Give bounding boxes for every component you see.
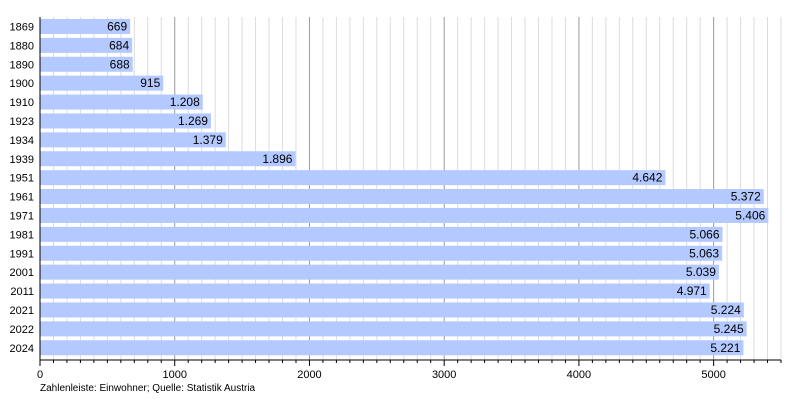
bar-1981: [40, 226, 723, 242]
bar-value-label-1890: 688: [110, 57, 130, 71]
bar-1951: [40, 170, 666, 186]
bar-value-label-1939: 1.896: [262, 152, 292, 166]
x-tick-label-5000: 5000: [701, 369, 725, 381]
x-axis: 0 1000 2000 3000 4000 5000: [37, 17, 782, 381]
bar-1890: [40, 56, 133, 72]
category-label-2021: 2021: [10, 305, 34, 317]
category-label-1971: 1971: [10, 210, 34, 222]
category-labels: 1869 1880 1890 1900 1910 1923 1934 1939 1951 1961…: [10, 21, 34, 354]
bar-value-label-1991: 5.063: [689, 246, 719, 260]
bar-value-label-1951: 4.642: [632, 171, 662, 185]
x-tick-label-0: 0: [37, 369, 43, 381]
bar-value-label-1971: 5.406: [735, 208, 765, 222]
category-label-1880: 1880: [10, 40, 34, 52]
bar-value-label-1981: 5.066: [689, 227, 719, 241]
bars: 669 684 688 915 1.208 1.269 1.379 1.896 4.642 5.3…: [40, 18, 769, 356]
category-label-1923: 1923: [10, 116, 34, 128]
bar-1869: [40, 18, 131, 34]
bar-2024: [40, 340, 744, 356]
bar-value-label-1869: 669: [107, 19, 127, 33]
category-label-1991: 1991: [10, 248, 34, 260]
bar-1971: [40, 207, 769, 223]
bar-1910: [40, 94, 203, 110]
bar-value-label-2022: 5.245: [714, 322, 744, 336]
bar-1961: [40, 189, 764, 205]
category-label-2022: 2022: [10, 324, 34, 336]
bar-2011: [40, 283, 710, 299]
bar-value-label-2024: 5.221: [710, 341, 740, 355]
bar-2022: [40, 321, 747, 337]
x-tick-label-3000: 3000: [432, 369, 456, 381]
bar-1880: [40, 37, 133, 53]
category-label-1890: 1890: [10, 59, 34, 71]
category-label-1981: 1981: [10, 229, 34, 241]
bar-value-label-2011: 4.971: [677, 284, 707, 298]
bar-value-label-1880: 684: [109, 38, 129, 52]
bar-1939: [40, 151, 296, 167]
x-tick-label-2000: 2000: [297, 369, 321, 381]
bar-value-label-1910: 1.208: [170, 95, 200, 109]
category-label-2011: 2011: [10, 286, 34, 298]
bar-1900: [40, 75, 164, 91]
bar-value-label-1900: 915: [140, 76, 160, 90]
bar-2021: [40, 302, 744, 318]
x-tick-label-1000: 1000: [162, 369, 186, 381]
bar-value-label-1923: 1.269: [178, 114, 208, 128]
x-tick-label-4000: 4000: [567, 369, 591, 381]
bar-2001: [40, 264, 719, 280]
bar-1934: [40, 132, 226, 148]
category-label-2024: 2024: [10, 343, 34, 355]
bar-value-label-2021: 5.224: [711, 303, 741, 317]
category-label-1951: 1951: [10, 173, 34, 185]
category-label-1939: 1939: [10, 154, 34, 166]
chart-caption: Zahlenleiste: Einwohner; Quelle: Statist…: [40, 383, 256, 394]
category-label-1869: 1869: [10, 21, 34, 33]
category-label-1961: 1961: [10, 192, 34, 204]
category-label-1934: 1934: [10, 135, 34, 147]
category-label-1910: 1910: [10, 97, 34, 109]
bar-value-label-2001: 5.039: [686, 265, 716, 279]
bar-value-label-1961: 5.372: [731, 190, 761, 204]
bar-1991: [40, 245, 723, 261]
bar-1923: [40, 113, 211, 129]
category-label-1900: 1900: [10, 78, 34, 90]
bar-value-label-1934: 1.379: [193, 133, 223, 147]
category-label-2001: 2001: [10, 267, 34, 279]
